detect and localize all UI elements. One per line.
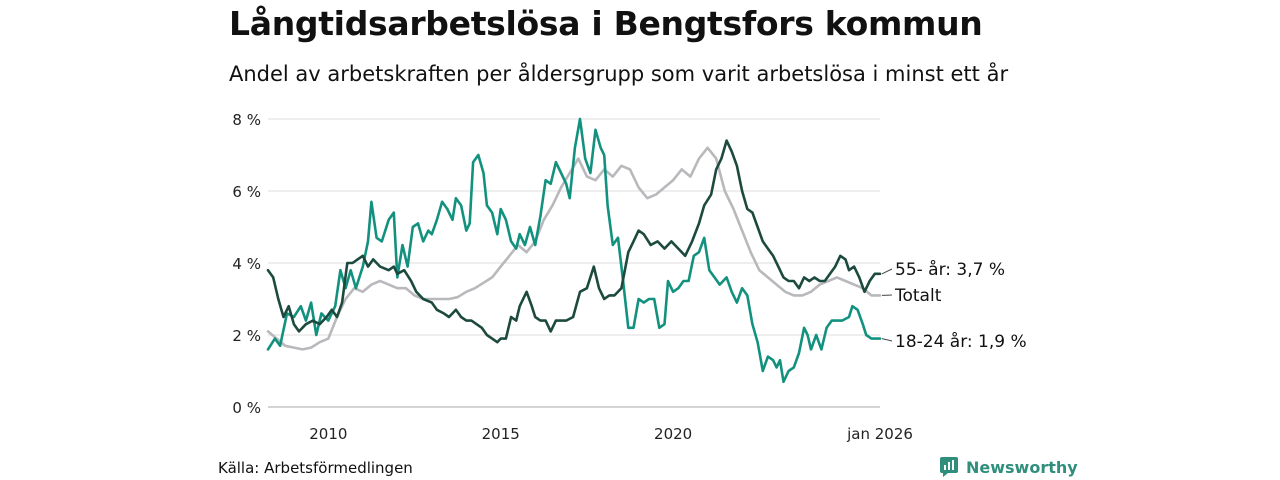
x-tick-label: jan 2026 <box>846 425 913 443</box>
series-lines <box>266 117 882 384</box>
chart-subtitle: Andel av arbetskraften per åldersgrupp s… <box>229 62 1009 86</box>
y-tick-label: 8 % <box>232 111 261 129</box>
series-labels: Totalt 18-24 år: 1,9 % 55- år: 3,7 % <box>881 259 1027 352</box>
x-tick-label: 2020 <box>654 425 692 443</box>
x-tick-label: 2015 <box>482 425 520 443</box>
y-axis: 0 % 2 % 4 % 6 % 8 % <box>232 111 261 417</box>
y-tick-label: 6 % <box>232 183 261 201</box>
series-line-18-24-r <box>266 117 882 384</box>
series-end-label: 55- år: 3,7 % <box>895 259 1005 280</box>
label-leader <box>881 338 893 342</box>
x-tick-label: 2010 <box>309 425 347 443</box>
y-tick-label: 4 % <box>232 255 261 273</box>
chart-title: Långtidsarbetslösa i Bengtsfors kommun <box>229 4 983 43</box>
source-note: Källa: Arbetsförmedlingen <box>218 459 413 477</box>
series-end-label: Totalt <box>894 286 942 306</box>
series-line-totalt <box>266 146 882 351</box>
y-tick-label: 2 % <box>232 327 261 345</box>
brand-logo: Newsworthy <box>940 456 1078 478</box>
y-tick-label: 0 % <box>232 399 261 417</box>
label-leader <box>881 268 893 275</box>
series-line-55-r <box>266 139 882 344</box>
newsworthy-icon <box>940 457 958 477</box>
series-end-label: 18-24 år: 1,9 % <box>895 331 1027 352</box>
brand-name: Newsworthy <box>966 457 1078 477</box>
x-axis: 2010 2015 2020 jan 2026 <box>309 425 913 443</box>
